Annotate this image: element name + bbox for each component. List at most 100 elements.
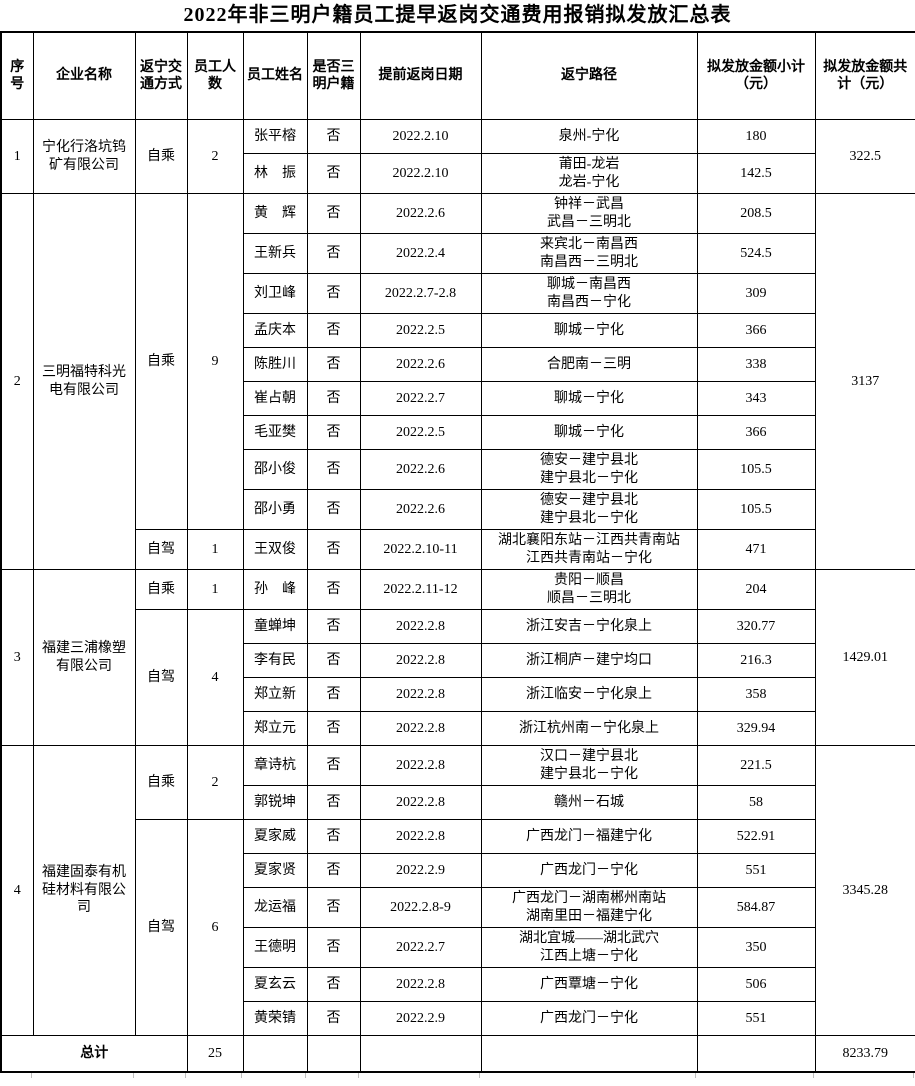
employee-row: 邵小俊否 2022.2.6 德安－建宁县北 建宁县北－宁化 105.5: [1, 449, 915, 490]
amount-subtotal: 366: [696, 313, 816, 348]
scan-tick: [242, 1073, 306, 1078]
employee-name: 毛亚樊: [242, 415, 308, 450]
employee-row: 李有民否 2022.2.8 浙江桐庐－建宁均口 216.3: [1, 643, 915, 678]
employee-name: 崔占朝: [242, 381, 308, 416]
route-cell: 浙江桐庐－建宁均口: [480, 643, 698, 678]
transport-mode: 自驾: [134, 529, 188, 570]
employee-name: 郑立元: [242, 711, 308, 746]
amount-subtotal: 329.94: [696, 711, 816, 746]
sanming-flag: 否: [306, 273, 361, 314]
route-cell: 聊城－南昌西 南昌西－宁化: [480, 273, 698, 314]
amount-subtotal: 105.5: [696, 489, 816, 530]
amount-subtotal: 551: [696, 1001, 816, 1036]
return-date: 2022.2.8: [359, 745, 482, 786]
return-date: 2022.2.8: [359, 609, 482, 644]
sanming-flag: 否: [306, 313, 361, 348]
empty-date-cell: [359, 1035, 482, 1073]
route-line: 建宁县北－宁化: [540, 470, 638, 486]
scan-edge-strip: [0, 1073, 915, 1080]
employee-name: 黄 辉: [242, 193, 308, 234]
amount-subtotal: 584.87: [696, 887, 816, 928]
scan-tick: [134, 1073, 186, 1078]
route-cell: 浙江杭州南－宁化泉上: [480, 711, 698, 746]
route-cell: 聊城－宁化: [480, 381, 698, 416]
return-date: 2022.2.11-12: [359, 569, 482, 610]
scan-tick: [814, 1073, 914, 1078]
amount-subtotal: 358: [696, 677, 816, 712]
employee-name: 王双俊: [242, 529, 308, 570]
transport-mode: 自乘: [134, 745, 188, 820]
route-cell: 湖北襄阳东站－江西共青南站 江西共青南站－宁化: [480, 529, 698, 570]
sanming-flag: 否: [306, 193, 361, 234]
route-cell: 聊城－宁化: [480, 313, 698, 348]
employee-row: 3 福建三浦橡塑有限公司 自乘 1 孙 峰否 2022.2.11-12 贵阳－顺昌 顺昌－三明…: [0, 569, 915, 746]
scan-tick: [306, 1073, 359, 1078]
employee-name: 陈胜川: [242, 347, 308, 382]
header-transport-mode: 返宁交通方式: [134, 31, 188, 120]
route-line: 建宁县北－宁化: [540, 766, 638, 782]
company-name: 宁化行洛坑钨矿有限公司: [32, 119, 136, 194]
empty-route-cell: [480, 1035, 698, 1073]
scan-tick: [186, 1073, 242, 1078]
sanming-flag: 否: [306, 677, 361, 712]
employee-name: 童蝉坤: [242, 609, 308, 644]
amount-subtotal: 216.3: [696, 643, 816, 678]
employee-count: 2: [186, 745, 244, 820]
employee-count: 4: [186, 609, 244, 746]
amount-subtotal: 221.5: [696, 745, 816, 786]
amount-subtotal: 551: [696, 853, 816, 888]
grand-total-row: 总计 25 8233.79: [0, 1035, 915, 1073]
employee-row: 夏家贤否 2022.2.9 广西龙门－宁化 551: [1, 853, 915, 888]
amount-subtotal: 142.5: [696, 153, 816, 194]
route-line: 广西龙门－湖南郴州南站: [512, 891, 666, 906]
return-date: 2022.2.7-2.8: [359, 273, 482, 314]
route-line: 合肥南－三明: [547, 356, 631, 372]
route-line: 顺昌－三明北: [547, 590, 631, 606]
amount-subtotal: 366: [696, 415, 816, 450]
scan-tick: [32, 1073, 134, 1078]
route-line: 浙江临安－宁化泉上: [526, 686, 652, 702]
route-cell: 广西覃塘－宁化: [480, 967, 698, 1002]
route-cell: 广西龙门－宁化: [480, 1001, 698, 1036]
transport-mode: 自驾: [134, 609, 188, 746]
route-cell: 来宾北－南昌西 南昌西－三明北: [480, 233, 698, 274]
sanming-flag: 否: [306, 233, 361, 274]
return-date: 2022.2.9: [359, 1001, 482, 1036]
amount-subtotal: 180: [696, 119, 816, 154]
sanming-flag: 否: [306, 153, 361, 194]
scan-tick: [359, 1073, 480, 1078]
route-cell: 广西龙门－宁化: [480, 853, 698, 888]
employee-name: 夏玄云: [242, 967, 308, 1002]
sanming-flag: 否: [306, 449, 361, 490]
employee-name: 郭锐坤: [242, 785, 308, 820]
return-date: 2022.2.8: [359, 677, 482, 712]
transport-mode: 自乘: [134, 569, 188, 610]
route-cell: 合肥南－三明: [480, 347, 698, 382]
employee-row: 夏玄云否 2022.2.8 广西覃塘－宁化 506: [1, 967, 915, 1002]
amount-subtotal: 320.77: [696, 609, 816, 644]
company-total: 322.5: [814, 119, 915, 194]
return-date: 2022.2.9: [359, 853, 482, 888]
company-name: 福建固泰有机硅材料有限公司: [32, 745, 136, 1036]
sanming-flag: 否: [306, 643, 361, 678]
sanming-flag: 否: [306, 711, 361, 746]
route-cell: 赣州－石城: [480, 785, 698, 820]
route-line: 广西覃塘－宁化: [540, 976, 638, 992]
sanming-flag: 否: [306, 415, 361, 450]
route-line: 广西龙门－宁化: [540, 862, 638, 878]
summary-table-body: 1 宁化行洛坑钨矿有限公司 自乘 2 张平榕否 2022.2.10 泉州-宁化 180 322.…: [0, 119, 915, 1073]
grand-total-count: 25: [186, 1035, 244, 1073]
route-cell: 德安－建宁县北 建宁县北－宁化: [480, 449, 698, 490]
employee-row: 林 振否 2022.2.10 莆田-龙岩 龙岩-宁化 142.5: [1, 153, 915, 194]
route-line: 德安－建宁县北: [540, 453, 638, 468]
employee-name: 章诗杭: [242, 745, 308, 786]
sanming-flag: 否: [306, 381, 361, 416]
employee-row: 黄荣锖否 2022.2.9 广西龙门－宁化 551: [1, 1001, 915, 1036]
employee-name: 张平榕: [242, 119, 308, 154]
route-line: 泉州-宁化: [558, 128, 620, 144]
route-line: 赣州－石城: [554, 794, 624, 810]
employee-name: 黄荣锖: [242, 1001, 308, 1036]
return-date: 2022.2.8: [359, 967, 482, 1002]
route-cell: 莆田-龙岩 龙岩-宁化: [480, 153, 698, 194]
route-line: 贵阳－顺昌: [554, 573, 624, 588]
